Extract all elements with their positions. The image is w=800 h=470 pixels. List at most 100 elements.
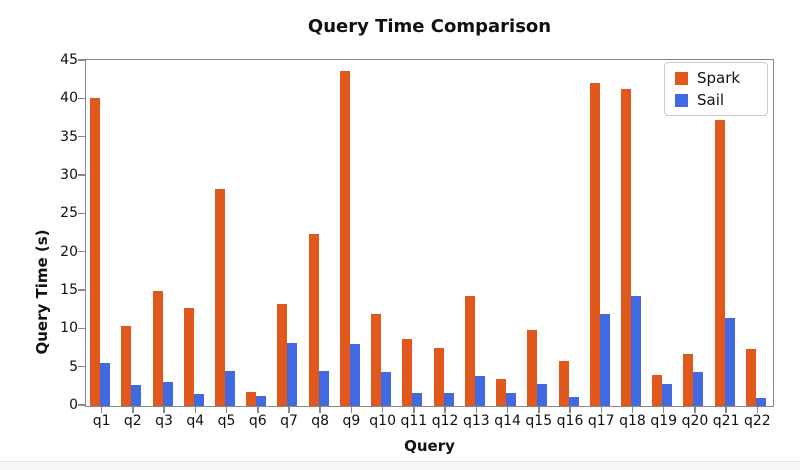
y-tick-mark — [78, 289, 85, 291]
y-tick-label: 35 — [60, 128, 78, 145]
x-tick-label: q7 — [280, 413, 298, 429]
bar-spark-q12 — [433, 347, 444, 406]
bar-sail-q8 — [318, 370, 329, 406]
bar-spark-q10 — [371, 314, 382, 406]
plot-area: Query Time (s) — [33, 59, 774, 407]
x-tick-mark — [538, 406, 540, 413]
x-tick-label: q14 — [494, 413, 521, 429]
y-tick-mark — [78, 212, 85, 215]
bar-spark-q7 — [277, 304, 288, 406]
legend-label-spark: Spark — [697, 69, 741, 87]
bar-sail-q2 — [131, 384, 142, 406]
window-bottom-edge — [0, 461, 800, 470]
y-tick-label: 25 — [60, 205, 78, 222]
bar-spark-q14 — [496, 379, 507, 406]
x-tick-label: q12 — [431, 413, 459, 429]
x-tick-mark — [350, 406, 353, 413]
bar-spark-q16 — [558, 360, 569, 406]
x-tick-label: q8 — [311, 413, 330, 429]
bar-sail-q20 — [693, 371, 704, 406]
x-tick-mark — [725, 406, 727, 413]
y-tick-label: 45 — [60, 52, 78, 68]
bar-sail-q15 — [537, 383, 548, 406]
x-tick-mark — [506, 406, 509, 413]
bar-sail-q3 — [162, 382, 173, 406]
bar-sail-q22 — [755, 398, 766, 406]
bar-sail-q14 — [506, 392, 517, 406]
x-tick-mark — [631, 406, 634, 413]
bar-sail-q19 — [662, 383, 673, 406]
x-tick-label: q21 — [712, 413, 740, 429]
x-tick-label: q3 — [155, 413, 173, 429]
y-tick-label: 20 — [60, 243, 78, 260]
x-tick-label: q2 — [123, 413, 142, 429]
bar-spark-q9 — [339, 70, 350, 406]
bar-sail-q11 — [412, 392, 423, 406]
x-tick-label: q5 — [217, 413, 236, 429]
bar-sail-q7 — [287, 343, 298, 406]
legend-row-spark: Spark — [675, 70, 757, 86]
x-tick-mark — [225, 406, 228, 413]
y-tick-label: 10 — [60, 320, 78, 337]
y-tick-mark — [78, 327, 85, 330]
y-tick-mark — [78, 135, 85, 138]
bar-spark-q22 — [745, 348, 756, 406]
x-tick-mark — [288, 406, 290, 413]
y-tick-mark — [78, 59, 85, 61]
bar-sail-q1 — [100, 363, 111, 406]
y-tick-label: 30 — [60, 167, 78, 183]
x-tick-mark — [319, 406, 321, 413]
bar-sail-q13 — [474, 376, 485, 406]
bar-sail-q10 — [381, 372, 392, 406]
bar-spark-q8 — [308, 234, 319, 406]
x-tick-mark — [163, 406, 165, 413]
bar-sail-q12 — [443, 392, 454, 406]
y-tick-mark — [78, 97, 85, 100]
bar-sail-q17 — [599, 314, 610, 406]
y-tick-label: 0 — [69, 397, 78, 413]
x-tick-label: q9 — [342, 413, 361, 429]
bar-spark-q4 — [183, 307, 194, 406]
chart-title: Query Time Comparison — [307, 16, 552, 37]
y-tick-mark — [78, 250, 85, 253]
y-tick-label: 5 — [69, 358, 78, 375]
x-tick-label: q1 — [92, 413, 111, 429]
x-axis-label: Query — [404, 437, 455, 455]
bar-spark-q17 — [589, 83, 600, 406]
x-tick-mark — [132, 406, 134, 413]
x-tick-label: q22 — [744, 413, 771, 429]
legend-label-sail: Sail — [697, 91, 725, 109]
x-tick-mark — [475, 406, 478, 413]
bar-spark-q20 — [683, 353, 694, 406]
x-tick-mark — [194, 406, 197, 413]
bar-spark-q5 — [215, 189, 226, 406]
bar-sail-q6 — [256, 396, 267, 406]
sail-legend-swatch — [675, 93, 688, 107]
bar-spark-q1 — [90, 97, 101, 406]
x-tick-label: q17 — [587, 413, 615, 429]
x-tick-mark — [662, 406, 665, 413]
x-tick-label: q15 — [525, 413, 553, 429]
bar-sail-q5 — [225, 370, 236, 406]
bar-spark-q11 — [402, 339, 413, 406]
bar-sail-q4 — [193, 393, 204, 406]
x-tick-mark — [600, 406, 602, 413]
y-tick-label: 15 — [60, 282, 78, 298]
x-tick-mark — [100, 406, 103, 413]
x-tick-label: q6 — [248, 413, 267, 429]
x-tick-mark — [381, 406, 384, 413]
x-tick-mark — [756, 406, 759, 413]
bar-sail-q16 — [568, 396, 579, 406]
bar-sail-q9 — [349, 343, 360, 406]
bar-spark-q21 — [714, 120, 725, 406]
spark-legend-swatch — [675, 71, 688, 85]
legend-row-sail: Sail — [675, 92, 757, 108]
bar-spark-q19 — [652, 375, 663, 406]
x-tick-label: q18 — [619, 413, 646, 429]
x-tick-label: q20 — [681, 413, 709, 429]
y-tick-label: 40 — [60, 90, 78, 107]
x-tick-label: q10 — [369, 413, 396, 429]
bar-spark-q15 — [527, 330, 538, 406]
x-tick-mark — [413, 406, 415, 413]
